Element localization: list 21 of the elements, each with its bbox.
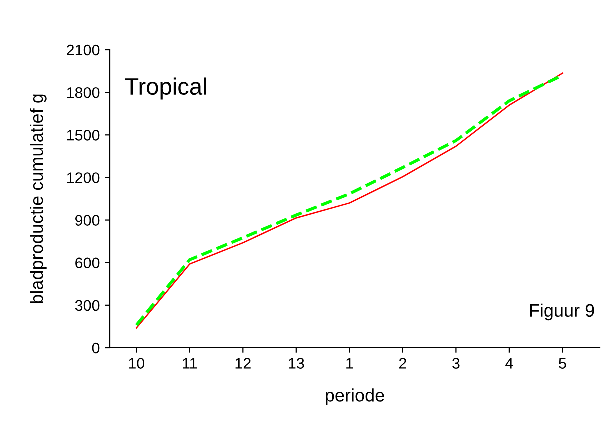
annotation: Tropical (125, 78, 206, 100)
x-tick-label: 4 (506, 358, 514, 369)
x-axis-title: periode (326, 388, 384, 406)
y-tick-label: 2100 (67, 44, 100, 56)
x-tick-label: 2 (399, 358, 406, 369)
x-tick-label: 1 (346, 358, 354, 369)
y-tick-label: 300 (75, 300, 100, 312)
x-tick-label: 10 (129, 358, 145, 369)
y-tick-label: 900 (76, 215, 100, 226)
y-tick-label: 1200 (67, 172, 100, 184)
x-tick-label: 3 (452, 358, 460, 369)
x-tick-label: 12 (236, 358, 251, 369)
annotation: Figuur 9 (530, 304, 594, 321)
x-tick-label: 13 (289, 358, 304, 369)
x-tick-label: 5 (559, 358, 566, 369)
y-tick-label: 600 (76, 258, 100, 269)
y-tick-label: 1500 (67, 130, 100, 141)
y-tick-label: 1800 (67, 87, 100, 98)
x-tick-label: 11 (183, 358, 198, 369)
y-axis-title: bladproductie cumulatief g (30, 94, 47, 304)
y-tick-label: 0 (92, 342, 100, 354)
